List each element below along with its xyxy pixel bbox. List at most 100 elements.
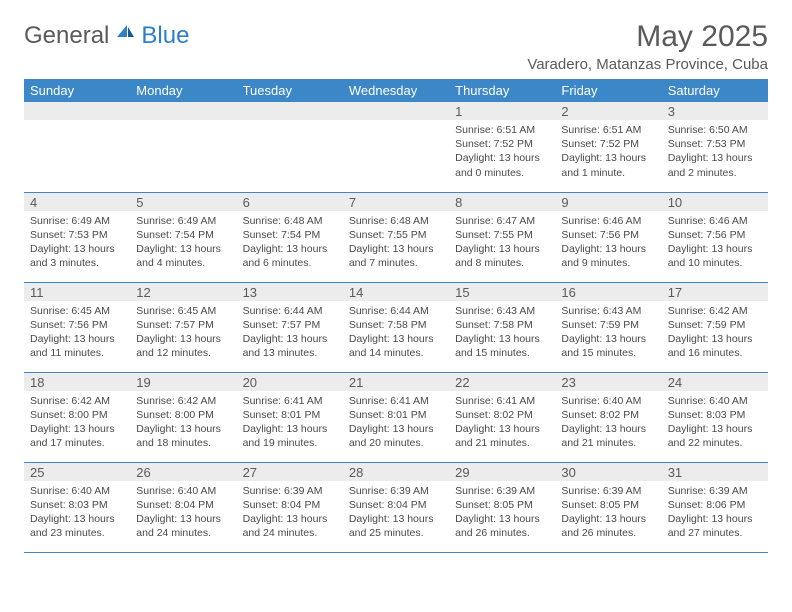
calendar-table: Sunday Monday Tuesday Wednesday Thursday… (24, 79, 768, 553)
day-info-line: Sunset: 8:06 PM (668, 498, 762, 512)
day-info-line: Sunset: 8:01 PM (349, 408, 443, 422)
day-content: Sunrise: 6:43 AMSunset: 7:59 PMDaylight:… (555, 301, 661, 365)
calendar-day-cell (237, 102, 343, 192)
calendar-week-row: 11Sunrise: 6:45 AMSunset: 7:56 PMDayligh… (24, 282, 768, 372)
day-content: Sunrise: 6:44 AMSunset: 7:58 PMDaylight:… (343, 301, 449, 365)
brand-word2: Blue (141, 22, 189, 50)
day-info-line: Daylight: 13 hours (30, 512, 124, 526)
day-info-line: Sunrise: 6:48 AM (349, 214, 443, 228)
weekday-header: Friday (555, 79, 661, 102)
day-number: 15 (449, 283, 555, 301)
day-info-line: Sunrise: 6:43 AM (455, 304, 549, 318)
calendar-day-cell: 5Sunrise: 6:49 AMSunset: 7:54 PMDaylight… (130, 192, 236, 282)
calendar-day-cell: 12Sunrise: 6:45 AMSunset: 7:57 PMDayligh… (130, 282, 236, 372)
calendar-week-row: 1Sunrise: 6:51 AMSunset: 7:52 PMDaylight… (24, 102, 768, 192)
day-info-line: Sunrise: 6:42 AM (30, 394, 124, 408)
day-content: Sunrise: 6:42 AMSunset: 7:59 PMDaylight:… (662, 301, 768, 365)
day-number (24, 102, 130, 120)
day-info-line: Sunrise: 6:44 AM (243, 304, 337, 318)
day-info-line: Sunrise: 6:47 AM (455, 214, 549, 228)
page-header: General Blue May 2025 Varadero, Matanzas… (24, 20, 768, 73)
day-info-line: Daylight: 13 hours (30, 332, 124, 346)
day-content: Sunrise: 6:49 AMSunset: 7:53 PMDaylight:… (24, 211, 130, 275)
day-info-line: Sunset: 8:03 PM (668, 408, 762, 422)
page-subtitle: Varadero, Matanzas Province, Cuba (527, 56, 768, 73)
day-info-line: and 25 minutes. (349, 526, 443, 540)
day-content: Sunrise: 6:43 AMSunset: 7:58 PMDaylight:… (449, 301, 555, 365)
day-info-line: and 10 minutes. (668, 256, 762, 270)
calendar-day-cell: 9Sunrise: 6:46 AMSunset: 7:56 PMDaylight… (555, 192, 661, 282)
day-info-line: and 9 minutes. (561, 256, 655, 270)
day-info-line: Daylight: 13 hours (136, 512, 230, 526)
day-info-line: Sunset: 8:00 PM (136, 408, 230, 422)
weekday-header: Tuesday (237, 79, 343, 102)
calendar-day-cell: 25Sunrise: 6:40 AMSunset: 8:03 PMDayligh… (24, 462, 130, 552)
day-number: 27 (237, 463, 343, 481)
day-info-line: Daylight: 13 hours (349, 332, 443, 346)
day-info-line: Daylight: 13 hours (455, 242, 549, 256)
brand-word1: General (24, 22, 109, 50)
day-content: Sunrise: 6:47 AMSunset: 7:55 PMDaylight:… (449, 211, 555, 275)
calendar-day-cell: 18Sunrise: 6:42 AMSunset: 8:00 PMDayligh… (24, 372, 130, 462)
day-info-line: Sunrise: 6:39 AM (561, 484, 655, 498)
day-info-line: Sunset: 7:56 PM (668, 228, 762, 242)
day-info-line: Sunset: 8:03 PM (30, 498, 124, 512)
day-info-line: Sunset: 7:54 PM (243, 228, 337, 242)
day-info-line: Daylight: 13 hours (30, 242, 124, 256)
calendar-day-cell: 17Sunrise: 6:42 AMSunset: 7:59 PMDayligh… (662, 282, 768, 372)
day-info-line: Sunset: 7:52 PM (561, 137, 655, 151)
day-info-line: and 0 minutes. (455, 166, 549, 180)
day-info-line: Daylight: 13 hours (349, 422, 443, 436)
day-info-line: Daylight: 13 hours (349, 242, 443, 256)
day-info-line: Sunset: 7:55 PM (455, 228, 549, 242)
day-number (237, 102, 343, 120)
calendar-header-row: Sunday Monday Tuesday Wednesday Thursday… (24, 79, 768, 102)
day-info-line: Sunrise: 6:49 AM (30, 214, 124, 228)
day-number: 11 (24, 283, 130, 301)
day-info-line: Sunrise: 6:51 AM (455, 123, 549, 137)
calendar-day-cell: 24Sunrise: 6:40 AMSunset: 8:03 PMDayligh… (662, 372, 768, 462)
calendar-day-cell: 14Sunrise: 6:44 AMSunset: 7:58 PMDayligh… (343, 282, 449, 372)
day-info-line: and 27 minutes. (668, 526, 762, 540)
day-content: Sunrise: 6:39 AMSunset: 8:05 PMDaylight:… (449, 481, 555, 545)
day-info-line: Sunrise: 6:50 AM (668, 123, 762, 137)
day-info-line: and 21 minutes. (455, 436, 549, 450)
weekday-header: Wednesday (343, 79, 449, 102)
day-number: 29 (449, 463, 555, 481)
day-number: 10 (662, 193, 768, 211)
day-number: 17 (662, 283, 768, 301)
day-info-line: and 17 minutes. (30, 436, 124, 450)
day-number: 14 (343, 283, 449, 301)
day-info-line: Sunset: 8:04 PM (349, 498, 443, 512)
day-info-line: Sunrise: 6:42 AM (668, 304, 762, 318)
day-content (343, 120, 449, 127)
day-info-line: Sunrise: 6:43 AM (561, 304, 655, 318)
day-number: 20 (237, 373, 343, 391)
day-number: 19 (130, 373, 236, 391)
day-info-line: Daylight: 13 hours (561, 512, 655, 526)
day-number: 12 (130, 283, 236, 301)
calendar-page: General Blue May 2025 Varadero, Matanzas… (0, 0, 792, 573)
weekday-header: Saturday (662, 79, 768, 102)
day-info-line: Daylight: 13 hours (243, 332, 337, 346)
day-info-line: Sunset: 8:05 PM (455, 498, 549, 512)
day-info-line: Sunset: 8:04 PM (136, 498, 230, 512)
day-info-line: Sunrise: 6:40 AM (136, 484, 230, 498)
day-info-line: Daylight: 13 hours (455, 512, 549, 526)
day-info-line: Daylight: 13 hours (455, 422, 549, 436)
day-number: 4 (24, 193, 130, 211)
day-content: Sunrise: 6:42 AMSunset: 8:00 PMDaylight:… (130, 391, 236, 455)
day-info-line: and 13 minutes. (243, 346, 337, 360)
day-info-line: Daylight: 13 hours (243, 422, 337, 436)
day-number: 25 (24, 463, 130, 481)
calendar-day-cell: 13Sunrise: 6:44 AMSunset: 7:57 PMDayligh… (237, 282, 343, 372)
day-content: Sunrise: 6:46 AMSunset: 7:56 PMDaylight:… (555, 211, 661, 275)
day-info-line: and 20 minutes. (349, 436, 443, 450)
day-number: 22 (449, 373, 555, 391)
calendar-day-cell: 11Sunrise: 6:45 AMSunset: 7:56 PMDayligh… (24, 282, 130, 372)
calendar-day-cell: 22Sunrise: 6:41 AMSunset: 8:02 PMDayligh… (449, 372, 555, 462)
day-content: Sunrise: 6:42 AMSunset: 8:00 PMDaylight:… (24, 391, 130, 455)
day-content: Sunrise: 6:45 AMSunset: 7:57 PMDaylight:… (130, 301, 236, 365)
day-info-line: and 19 minutes. (243, 436, 337, 450)
day-number: 21 (343, 373, 449, 391)
